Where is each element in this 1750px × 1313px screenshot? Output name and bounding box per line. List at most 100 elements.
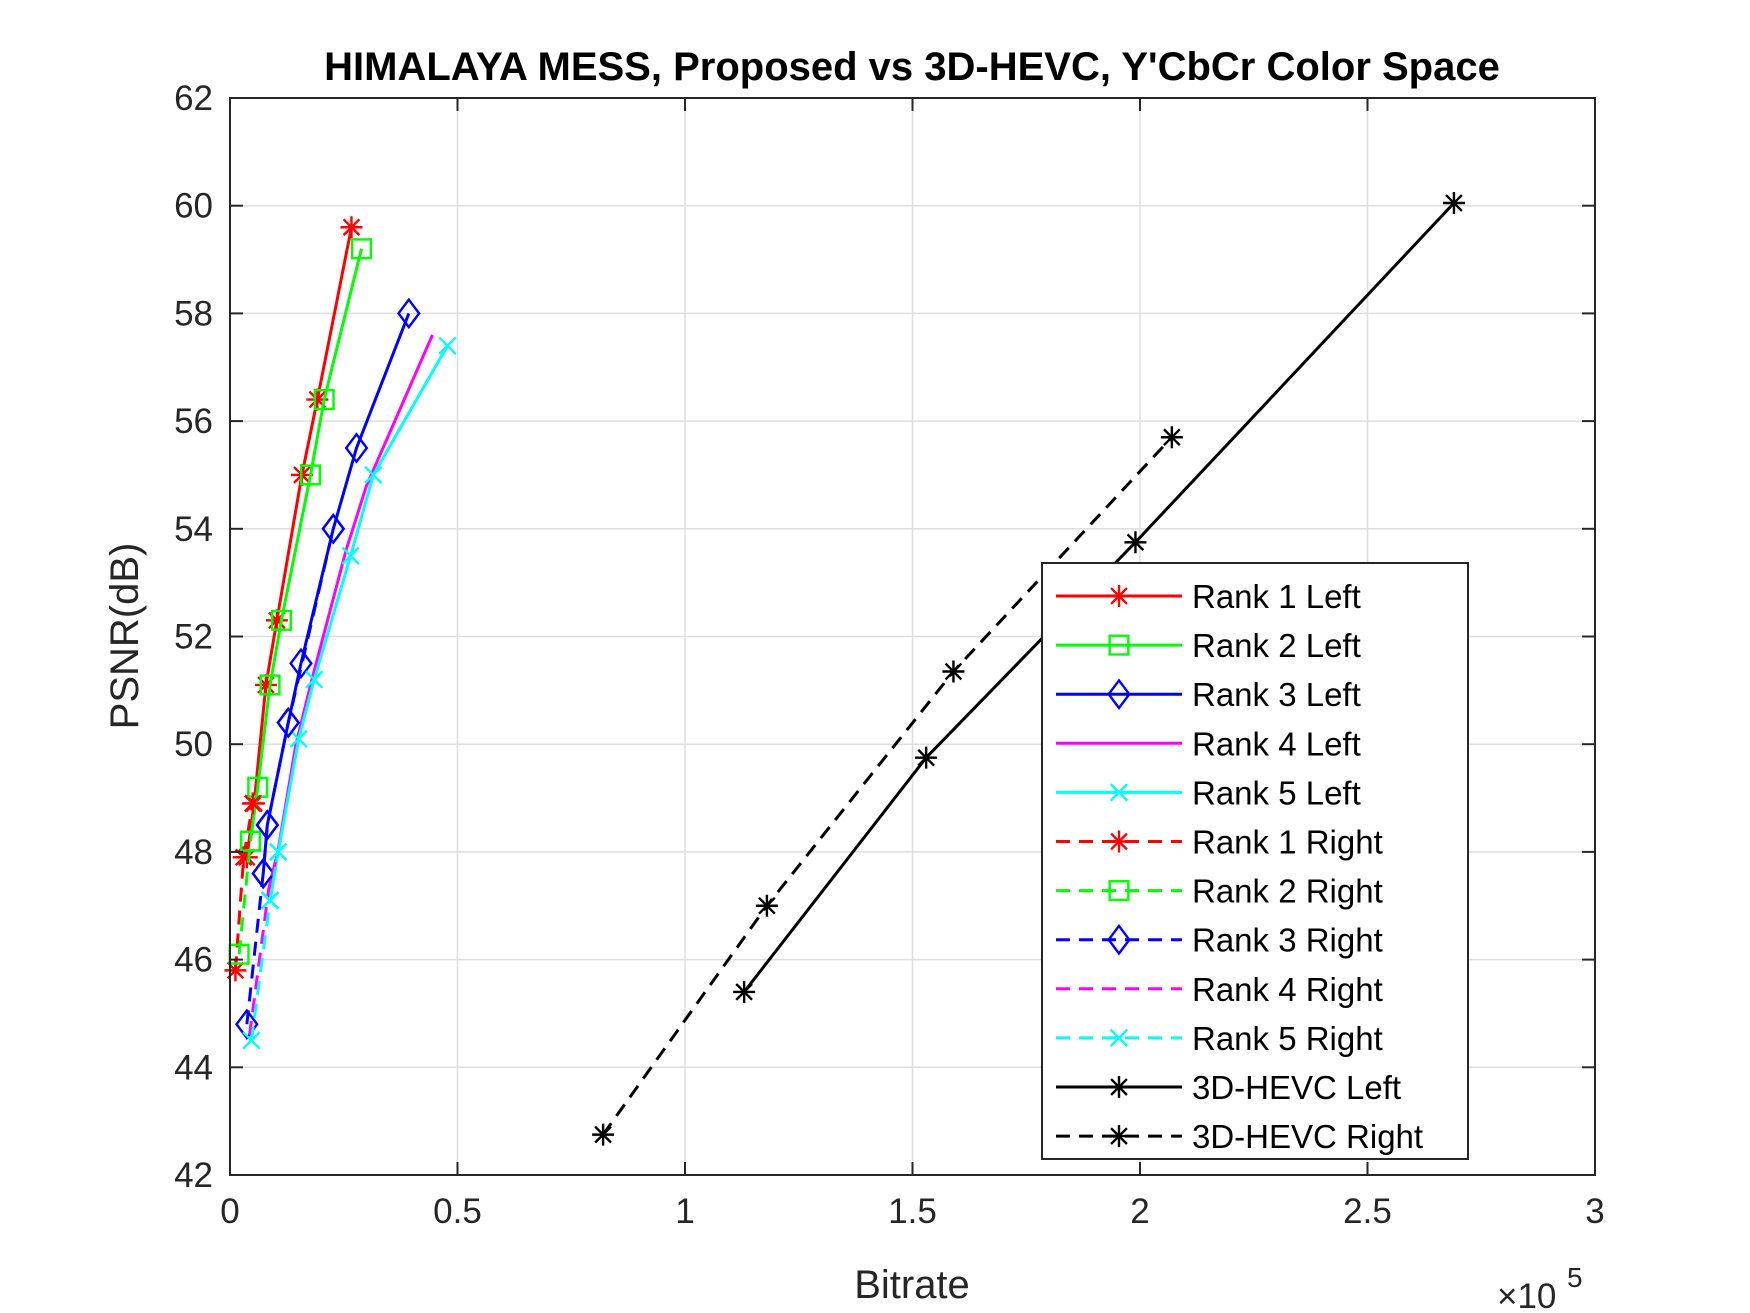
x-marker <box>305 670 324 689</box>
diamond-marker <box>397 297 421 330</box>
legend-label: 3D-HEVC Right <box>1192 1118 1423 1155</box>
diamond-marker <box>1107 923 1131 956</box>
series-3d-hevc-left <box>733 192 1465 1003</box>
y-tick-label: 54 <box>174 510 213 549</box>
x-tick-label: 3 <box>1585 1192 1604 1231</box>
diamond-marker <box>289 647 313 680</box>
series-layer <box>224 192 1465 1146</box>
star-marker <box>254 673 277 696</box>
marker-stroke <box>1110 832 1128 851</box>
y-tick-label: 56 <box>174 402 213 441</box>
star-marker <box>1108 830 1130 853</box>
x-marker <box>269 842 288 861</box>
star-marker <box>1160 426 1183 449</box>
y-tick-label: 52 <box>174 618 213 657</box>
star-marker <box>915 746 938 769</box>
x-marker <box>242 1031 261 1050</box>
marker-stroke <box>1445 194 1463 212</box>
y-tick-label: 48 <box>174 833 213 872</box>
x-exponent-power: 5 <box>1567 1262 1583 1293</box>
square-marker <box>299 464 322 486</box>
series-rank-3-right <box>235 513 346 1040</box>
legend-entry: Rank 2 Right <box>1056 873 1383 910</box>
legend-label: Rank 2 Left <box>1192 627 1361 664</box>
y-tick-label: 42 <box>174 1156 213 1195</box>
star-marker <box>755 894 778 917</box>
square-marker <box>270 609 292 631</box>
legend-entry: Rank 3 Left <box>1056 676 1361 713</box>
square-marker <box>313 389 335 411</box>
y-tick-label: 58 <box>174 294 213 333</box>
legend-entry: Rank 4 Left <box>1056 725 1361 762</box>
series-rank-5-right <box>242 842 288 1050</box>
legend-label: Rank 4 Left <box>1192 725 1361 762</box>
star-marker <box>733 980 756 1003</box>
star-marker <box>1442 192 1465 215</box>
series-rank-4-right <box>248 851 280 1036</box>
x-tick-label: 0.5 <box>433 1192 482 1231</box>
legend-entry: Rank 1 Left <box>1056 578 1361 615</box>
square-marker <box>239 830 262 852</box>
x-marker <box>1109 783 1129 802</box>
ticks: 0 0.5 1 1.5 2 2.5 3 42 44 46 48 50 52 54 56 58 60 62 <box>174 79 1605 1231</box>
diamond-marker <box>276 706 301 739</box>
series-line <box>245 528 335 1025</box>
legend-label: Rank 5 Left <box>1192 774 1361 811</box>
diamond-marker <box>321 513 346 545</box>
y-tick-label: 60 <box>174 187 213 226</box>
marker-stroke <box>364 465 383 485</box>
legend-entry: Rank 1 Right <box>1056 824 1383 861</box>
star-marker <box>942 660 965 683</box>
x-marker <box>438 336 457 355</box>
marker-stroke <box>917 748 935 767</box>
x-exponent-base: ×10 <box>1497 1277 1556 1313</box>
star-marker <box>241 792 264 815</box>
legend-entry: Rank 2 Left <box>1056 627 1361 664</box>
marker-stroke <box>260 891 280 910</box>
x-tick-label: 0 <box>220 1192 239 1231</box>
legend-label: Rank 1 Right <box>1192 824 1383 861</box>
marker-stroke <box>269 842 288 861</box>
chart-title: HIMALAYA MESS, Proposed vs 3D-HEVC, Y'Cb… <box>324 45 1500 89</box>
legend-label: Rank 1 Left <box>1192 578 1361 615</box>
legend-entry: 3D-HEVC Left <box>1056 1069 1401 1106</box>
marker-stroke <box>758 896 776 915</box>
series-line <box>237 840 252 955</box>
marker-stroke <box>242 1031 261 1050</box>
diamond-marker <box>251 857 276 890</box>
marker-stroke <box>1110 1127 1128 1145</box>
legend-entry: 3D-HEVC Right <box>1056 1118 1423 1155</box>
x-marker <box>364 465 383 485</box>
marker-stroke <box>341 546 360 565</box>
star-marker <box>1124 531 1147 554</box>
diamond-marker <box>1107 678 1131 710</box>
legend-entry: Rank 5 Left <box>1056 774 1361 811</box>
marker-stroke <box>1126 533 1145 552</box>
x-marker <box>289 729 308 748</box>
star-marker <box>1108 1125 1130 1148</box>
star-marker <box>265 609 288 632</box>
legend-entry: Rank 4 Right <box>1056 971 1383 1008</box>
y-tick-label: 44 <box>174 1048 213 1087</box>
legend-label: Rank 2 Right <box>1192 873 1383 910</box>
series-3d-hevc-right <box>592 426 1183 1146</box>
y-tick-label: 62 <box>174 79 213 118</box>
legend-box <box>1041 562 1469 1160</box>
marker-stroke <box>305 670 324 689</box>
x-tick-label: 1 <box>675 1192 694 1231</box>
diamond-marker <box>235 1008 259 1040</box>
series-line <box>248 851 280 1036</box>
square-marker <box>259 674 281 696</box>
marker-stroke <box>1163 428 1181 447</box>
square-marker <box>1108 634 1130 656</box>
legend-entry: Rank 3 Right <box>1056 922 1383 959</box>
legend-label: Rank 5 Right <box>1192 1020 1383 1057</box>
marker-stroke <box>243 794 262 813</box>
series-line <box>233 803 255 971</box>
legend-entry: Rank 5 Right <box>1056 1020 1383 1057</box>
x-axis-label: Bitrate <box>854 1263 970 1307</box>
y-tick-label: 46 <box>174 941 213 980</box>
series-line <box>261 312 411 874</box>
star-marker <box>1108 585 1130 607</box>
